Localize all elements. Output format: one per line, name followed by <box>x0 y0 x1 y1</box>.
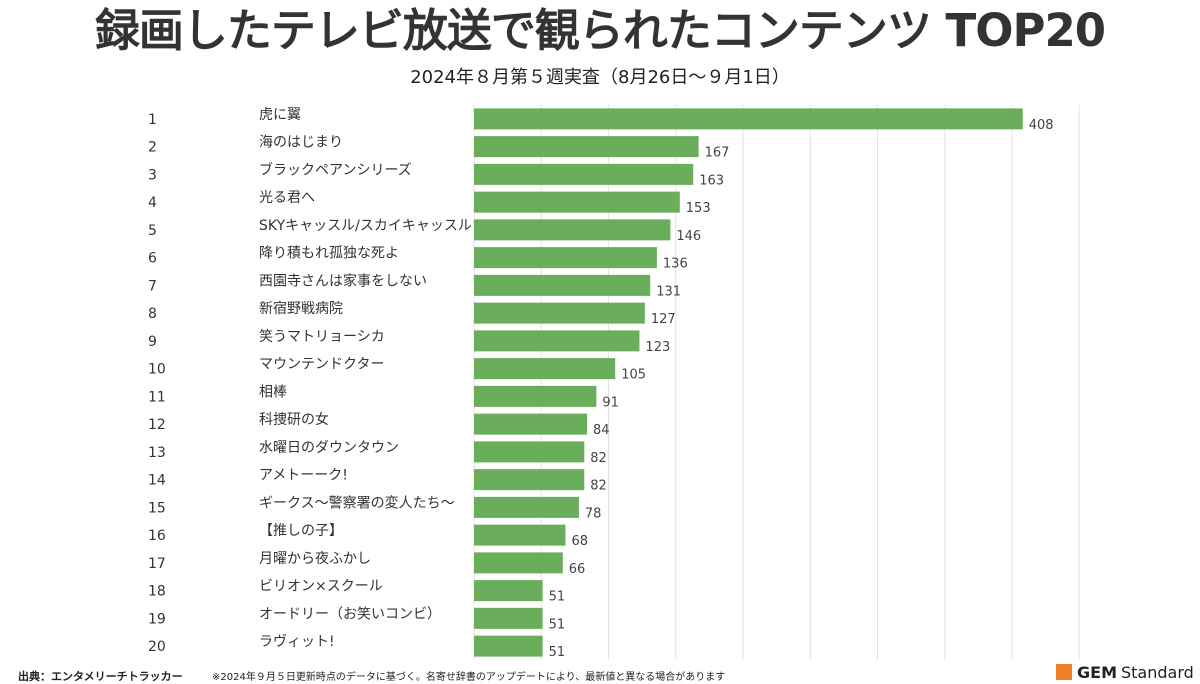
category-label: オードリー（お笑いコンビ） <box>259 606 441 622</box>
data-label: 51 <box>549 590 566 605</box>
data-label: 51 <box>549 645 566 660</box>
category-label: ラヴィット! <box>259 633 335 650</box>
category-label: マウンテンドクター <box>259 357 384 373</box>
bars <box>474 108 1023 657</box>
category-label: 月曜から夜ふかし <box>259 551 371 567</box>
category-label: 虎に翼 <box>259 107 301 123</box>
category-label: ブラックペアンシリーズ <box>259 161 412 178</box>
data-label: 82 <box>590 479 607 494</box>
bar <box>474 469 585 491</box>
category-label: 笑うマトリョーシカ <box>259 329 385 345</box>
data-label: 51 <box>549 617 566 632</box>
category-label: 【推しの子】 <box>259 523 343 539</box>
rank-label: 20 <box>148 639 166 655</box>
rank-label: 8 <box>148 306 157 322</box>
category-label: アメトーーク! <box>259 468 348 484</box>
data-label: 153 <box>686 201 711 216</box>
bar <box>474 635 543 657</box>
source-note: 出典：エンタメリーチトラッカー <box>18 670 183 683</box>
data-label: 68 <box>571 534 588 549</box>
data-label: 167 <box>705 146 730 161</box>
data-label: 105 <box>621 368 646 383</box>
brand-square-icon <box>1056 664 1072 680</box>
brand-logo: GEM Standard <box>1056 662 1194 682</box>
bar <box>474 219 671 241</box>
category-label: 新宿野戦病院 <box>259 300 343 317</box>
bar <box>474 358 616 380</box>
category-label: ギークス～警察署の変人たち～ <box>259 494 455 511</box>
bar <box>474 136 699 158</box>
rank-label: 13 <box>148 445 166 461</box>
bar <box>474 191 680 213</box>
rank-label: 2 <box>148 140 157 156</box>
category-label: 海のはじまり <box>259 135 343 151</box>
data-label: 408 <box>1029 118 1054 133</box>
category-label: ビリオン×スクール <box>259 579 383 595</box>
category-label: 水曜日のダウンタウン <box>259 440 399 456</box>
data-label: 82 <box>590 451 607 466</box>
bar <box>474 330 640 352</box>
rank-label: 16 <box>148 528 166 544</box>
bar <box>474 580 543 602</box>
data-label: 84 <box>593 423 610 438</box>
brand-gem-text: GEM <box>1077 662 1117 682</box>
rank-label: 11 <box>148 389 166 405</box>
bar <box>474 385 597 407</box>
data-label: 136 <box>663 257 688 272</box>
bar <box>474 274 651 296</box>
data-label: 146 <box>676 229 701 244</box>
bar <box>474 247 657 269</box>
category-label: SKYキャッスル/スカイキャッスル <box>259 218 472 234</box>
data-label: 131 <box>656 284 681 299</box>
brand-standard-text: Standard <box>1120 662 1194 682</box>
chart-subtitle: 2024年８月第５週実査（8月26日～９月1日） <box>410 67 790 88</box>
rank-label: 7 <box>148 278 157 294</box>
bar <box>474 524 566 546</box>
rank-label: 18 <box>148 584 166 600</box>
bar <box>474 302 645 324</box>
data-label: 163 <box>699 173 724 188</box>
rank-label: 5 <box>148 223 157 239</box>
rank-label: 1 <box>148 112 157 128</box>
rank-label: 4 <box>148 195 157 211</box>
bar <box>474 413 587 435</box>
rank-label: 10 <box>148 362 166 378</box>
data-label: 78 <box>585 506 602 521</box>
category-label: 相棒 <box>259 384 287 400</box>
rank-label: 9 <box>148 334 157 350</box>
bar <box>474 496 579 518</box>
rank-label: 19 <box>148 611 166 627</box>
data-label: 127 <box>651 312 676 327</box>
category-label: 科捜研の女 <box>259 411 329 428</box>
category-label: 降り積もれ孤独な死よ <box>259 246 399 262</box>
bar <box>474 607 543 629</box>
rank-label: 6 <box>148 251 157 267</box>
rank-label: 15 <box>148 500 166 516</box>
bar <box>474 163 694 185</box>
bar <box>474 552 563 574</box>
rank-label: 12 <box>148 417 166 433</box>
rank-label: 17 <box>148 556 166 572</box>
bar <box>474 108 1023 130</box>
data-label: 123 <box>645 340 670 355</box>
category-label: 光る君へ <box>259 190 315 206</box>
gridlines <box>473 105 1080 660</box>
data-label: 66 <box>569 562 586 577</box>
rank-label: 3 <box>148 167 157 183</box>
category-label: 西園寺さんは家事をしない <box>259 272 427 289</box>
rank-label: 14 <box>148 473 166 489</box>
footnote: ※2024年９月５日更新時点のデータに基づく。名寄せ辞書のアップデートにより、最… <box>212 672 726 683</box>
data-label: 91 <box>602 395 619 410</box>
chart-title: 録画したテレビ放送で観られたコンテンツ TOP20 <box>94 4 1106 57</box>
bar <box>474 441 585 463</box>
